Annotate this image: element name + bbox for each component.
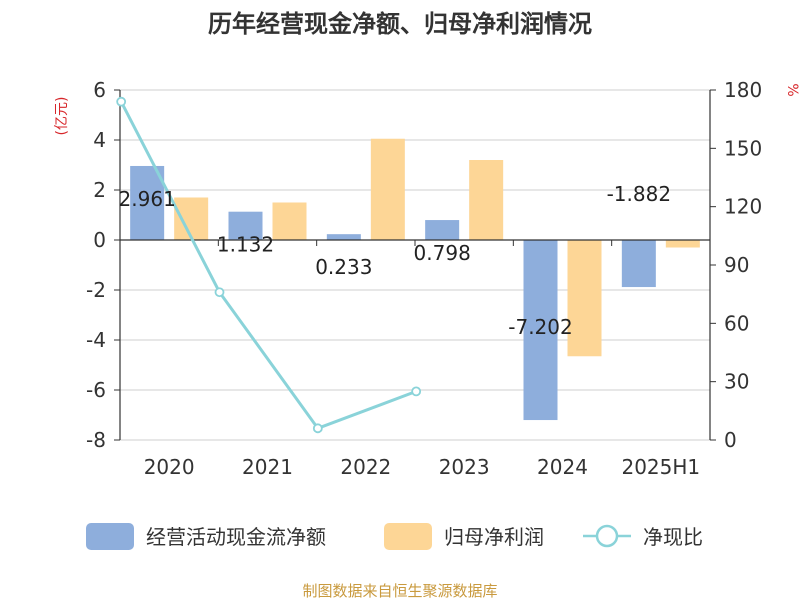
left-tick-label: -4 bbox=[86, 328, 106, 352]
ratio-line-path bbox=[119, 100, 417, 431]
cashflow-bar bbox=[523, 240, 558, 421]
left-axis-unit: (亿元) bbox=[54, 97, 70, 136]
data-labels: 2.961 1.132 0.233 0.798 -7.202 -1.882 bbox=[119, 182, 672, 339]
left-tick-label: 0 bbox=[93, 228, 106, 252]
profit-bar bbox=[174, 197, 209, 240]
right-tick-label: 180 bbox=[724, 78, 762, 102]
category-label: 2025H1 bbox=[621, 455, 700, 479]
right-tick-label: 60 bbox=[724, 311, 749, 335]
profit-bar bbox=[370, 138, 405, 240]
left-tick-label: -2 bbox=[86, 278, 106, 302]
right-tick-label: 30 bbox=[724, 370, 749, 394]
ratio-point bbox=[411, 386, 422, 397]
cashflow-data-label: 0.798 bbox=[414, 241, 471, 265]
legend: 经营活动现金流净额 归母净利润 净现比 bbox=[86, 523, 703, 550]
profit-bar bbox=[567, 240, 602, 357]
category-label: 2023 bbox=[439, 455, 490, 479]
cashflow-data-label: 1.132 bbox=[217, 233, 274, 257]
category-label: 2024 bbox=[537, 455, 588, 479]
left-tick-label: -8 bbox=[86, 428, 106, 452]
legend-swatch bbox=[384, 523, 432, 550]
cashflow-bar bbox=[425, 220, 460, 240]
axes: 6 4 2 0 -2 -4 -6 -8 180 150 120 90 60 30 0 2020 2021 2022… bbox=[86, 78, 762, 479]
right-tick-label: 120 bbox=[724, 195, 762, 219]
ratio-point bbox=[116, 96, 127, 107]
cashflow-bar bbox=[130, 165, 165, 240]
left-tick-label: 6 bbox=[93, 78, 106, 102]
cashflow-bar bbox=[621, 240, 656, 288]
right-tick-label: 90 bbox=[724, 253, 749, 277]
category-label: 2020 bbox=[144, 455, 195, 479]
profit-bar bbox=[469, 160, 504, 240]
right-axis-unit: % bbox=[784, 83, 800, 96]
legend-marker bbox=[595, 524, 619, 548]
category-label: 2022 bbox=[340, 455, 391, 479]
ratio-line bbox=[116, 96, 422, 434]
cashflow-data-label: -1.882 bbox=[607, 182, 671, 206]
source-note: 制图数据来自恒生聚源数据库 bbox=[302, 582, 497, 600]
left-tick-label: -6 bbox=[86, 378, 106, 402]
cashflow-data-label: 2.961 bbox=[119, 187, 176, 211]
legend-label: 经营活动现金流净额 bbox=[146, 525, 326, 549]
cashflow-data-label: 0.233 bbox=[315, 255, 372, 279]
profit-bar bbox=[665, 240, 700, 248]
cashflow-bar bbox=[228, 211, 263, 240]
cashflow-data-label: -7.202 bbox=[508, 315, 572, 339]
right-tick-label: 0 bbox=[724, 428, 737, 452]
legend-label: 净现比 bbox=[643, 525, 703, 549]
category-label: 2021 bbox=[242, 455, 293, 479]
chart-title: 历年经营现金净额、归母净利润情况 bbox=[208, 10, 592, 38]
profit-bar bbox=[272, 202, 307, 240]
right-tick-label: 150 bbox=[724, 136, 762, 160]
bar-marks bbox=[130, 138, 700, 421]
left-tick-label: 4 bbox=[93, 128, 106, 152]
cashflow-bar bbox=[326, 234, 361, 240]
ratio-point bbox=[214, 287, 225, 298]
legend-label: 归母净利润 bbox=[444, 525, 544, 549]
left-tick-label: 2 bbox=[93, 178, 106, 202]
ratio-point bbox=[312, 423, 323, 434]
legend-swatch bbox=[86, 523, 134, 550]
